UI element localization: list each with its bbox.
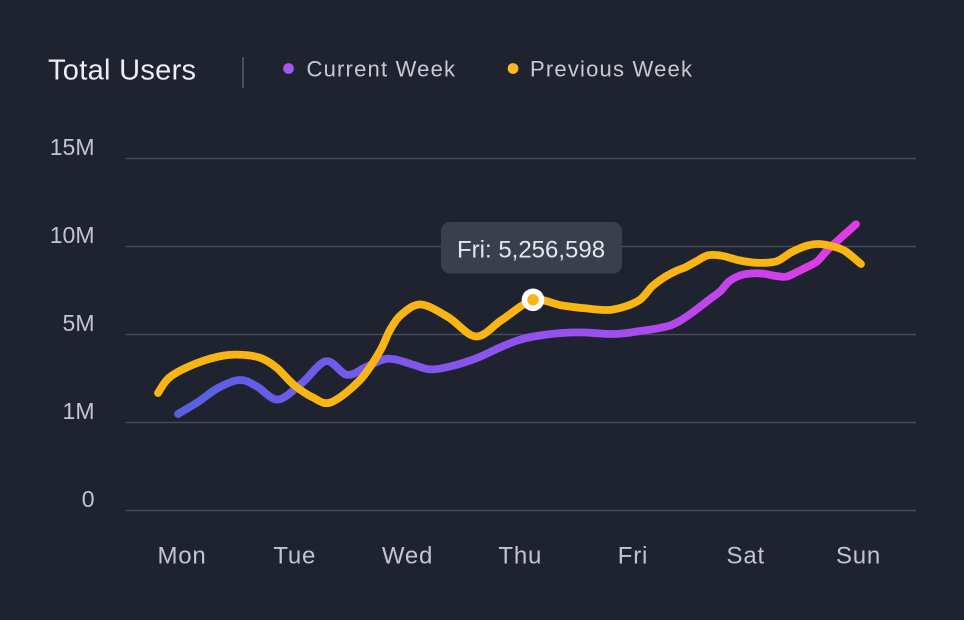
svg-text:Previous Week: Previous Week — [530, 57, 693, 82]
svg-text:5M: 5M — [63, 310, 95, 336]
svg-text:Tue: Tue — [273, 543, 316, 570]
svg-text:Sat: Sat — [727, 543, 765, 570]
svg-text:0: 0 — [82, 486, 95, 512]
svg-text:Total Users: Total Users — [48, 55, 196, 87]
svg-text:Fri: 5,256,598: Fri: 5,256,598 — [457, 237, 605, 264]
svg-text:Current Week: Current Week — [307, 57, 457, 82]
svg-text:Sun: Sun — [836, 543, 881, 570]
svg-text:10M: 10M — [50, 222, 95, 248]
svg-text:Mon: Mon — [157, 543, 206, 570]
svg-text:Wed: Wed — [382, 543, 433, 570]
svg-text:1M: 1M — [63, 398, 95, 424]
svg-text:15M: 15M — [50, 134, 95, 160]
svg-text:Thu: Thu — [498, 543, 542, 570]
svg-text:Fri: Fri — [618, 543, 648, 570]
